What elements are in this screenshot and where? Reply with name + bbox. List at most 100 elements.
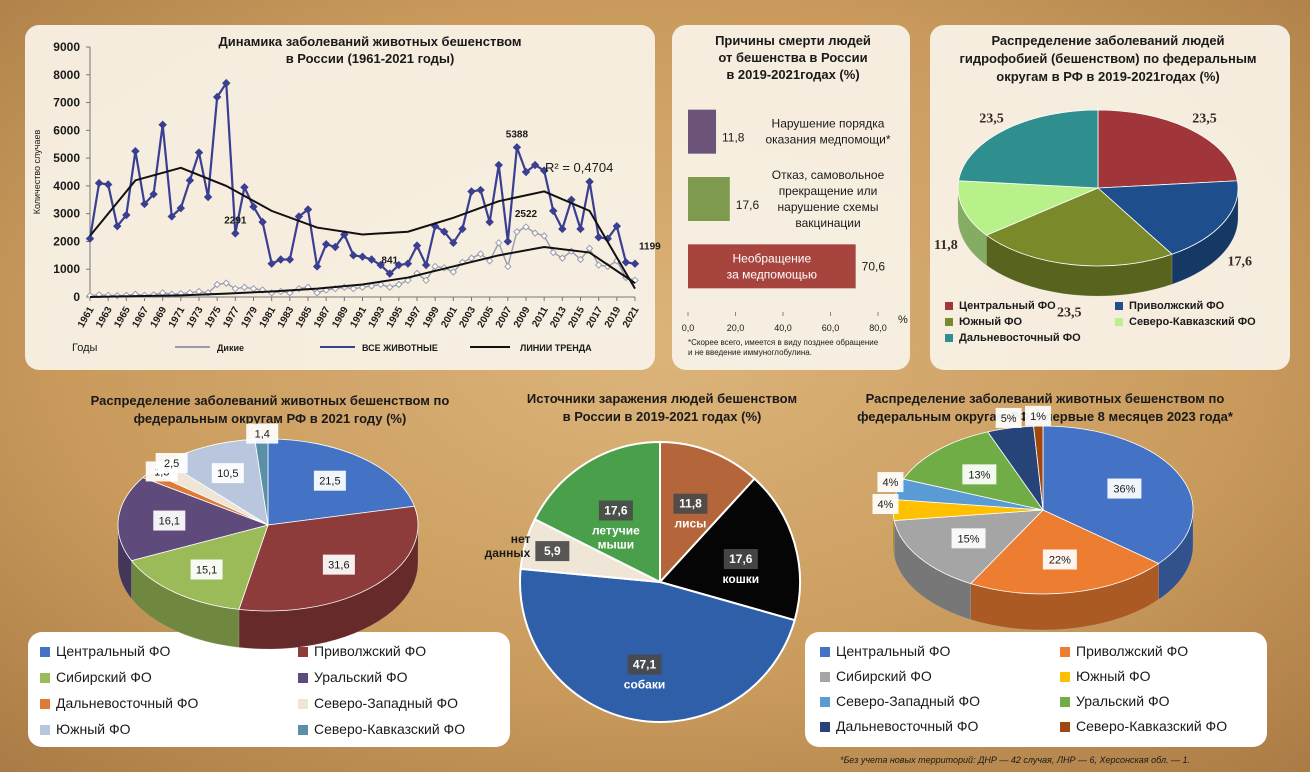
bar: [688, 177, 730, 221]
legend-label: Сибирский ФО: [836, 668, 932, 684]
y-tick-label: 7000: [53, 96, 80, 110]
point: [304, 283, 312, 291]
category-label: за медпомощью: [727, 267, 817, 281]
legend-swatch: [298, 647, 308, 657]
x-unit: %: [898, 314, 908, 326]
category-label: лисы: [674, 517, 706, 531]
chart-title: гидрофобией (бешенством) по федеральным: [959, 51, 1256, 66]
category-label: нарушение схемы: [778, 200, 879, 214]
label-box: [627, 654, 662, 675]
legend-swatch: [40, 725, 50, 735]
category-label: Отказ, самовольное: [772, 168, 885, 182]
legend-label: Северо-Кавказский ФО: [1076, 718, 1227, 734]
point: [403, 259, 413, 268]
legend-box: [805, 632, 1267, 747]
point: [513, 228, 521, 236]
label-box: [877, 472, 904, 493]
point: [258, 286, 267, 294]
label-box: [153, 510, 186, 531]
point: [594, 261, 603, 269]
legend-label: Уральский ФО: [1076, 693, 1170, 709]
slice: [1097, 109, 1238, 189]
point: [530, 160, 540, 170]
point: [267, 259, 276, 268]
legend-label: Северо-Кавказский ФО: [1129, 316, 1256, 328]
slice: [533, 440, 661, 584]
point: [240, 283, 249, 291]
label-box: [1042, 549, 1077, 570]
point: [512, 143, 522, 152]
point: [540, 232, 548, 240]
legend-swatch: [945, 318, 953, 326]
legend-swatch: [40, 699, 50, 709]
point: [286, 289, 294, 297]
point: [531, 229, 539, 237]
point: [321, 240, 331, 249]
point: [630, 259, 640, 268]
point: [149, 190, 158, 199]
point: [167, 212, 176, 221]
point: [476, 250, 485, 258]
legend-swatch: [1060, 697, 1070, 707]
point: [522, 223, 530, 231]
point: [386, 283, 394, 291]
point: [458, 224, 467, 234]
data-label: 841: [381, 256, 398, 267]
data-label: 5388: [506, 129, 529, 140]
legend-label: Центральный ФО: [836, 643, 950, 659]
label-box: [951, 528, 986, 549]
chart-title: в России (1961-2021 годы): [286, 51, 455, 66]
point: [258, 217, 267, 227]
trend-line: [89, 166, 636, 290]
value-label: 47,1: [633, 658, 657, 672]
label-box: [673, 493, 708, 514]
legend-swatch: [1060, 647, 1070, 657]
slice: [1033, 425, 1044, 511]
legend-swatch: [820, 722, 830, 732]
point: [222, 78, 231, 88]
legend-label: ЛИНИИ ТРЕНДА: [520, 343, 592, 353]
x-tick-label: 60,0: [822, 323, 840, 333]
point: [113, 221, 122, 231]
label-box: [211, 463, 244, 484]
point: [485, 257, 494, 265]
category-label: собаки: [624, 678, 665, 692]
label-box: [962, 464, 997, 485]
value-label: 1,4: [255, 429, 270, 441]
point: [358, 283, 367, 291]
point: [367, 282, 376, 290]
point: [231, 229, 240, 238]
slice: [958, 109, 1099, 189]
y-tick-label: 2000: [53, 234, 80, 248]
point: [621, 258, 631, 267]
legend-box: [28, 632, 510, 747]
label-box: [723, 549, 758, 570]
value-label: 23,5: [1192, 112, 1217, 127]
point: [558, 224, 567, 234]
legend-swatch: [820, 672, 830, 682]
point: [422, 276, 430, 285]
point: [395, 280, 403, 289]
legend-label: Дальневосточный ФО: [959, 332, 1081, 344]
point: [231, 284, 240, 293]
slice: [117, 477, 270, 562]
y-tick-label: 9000: [53, 40, 80, 54]
chart-title: в России в 2019-2021 годах (%): [563, 409, 762, 424]
point: [276, 255, 285, 264]
category-label: кошки: [723, 572, 760, 586]
category-label: оказания медпомощи*: [765, 133, 890, 147]
point: [476, 185, 485, 195]
y-axis-label: Количество случаев: [32, 130, 42, 215]
point: [222, 279, 230, 287]
legend-label: Южный ФО: [56, 721, 131, 737]
legend-swatch: [1060, 672, 1070, 682]
point: [585, 177, 594, 186]
category-label: вакцинации: [795, 216, 860, 230]
value-label: 10,5: [217, 468, 238, 480]
category-label: данных: [485, 546, 531, 560]
point: [504, 262, 512, 271]
point: [421, 260, 431, 270]
category-label: летучие: [592, 524, 640, 538]
point: [485, 217, 494, 227]
point: [213, 280, 221, 289]
